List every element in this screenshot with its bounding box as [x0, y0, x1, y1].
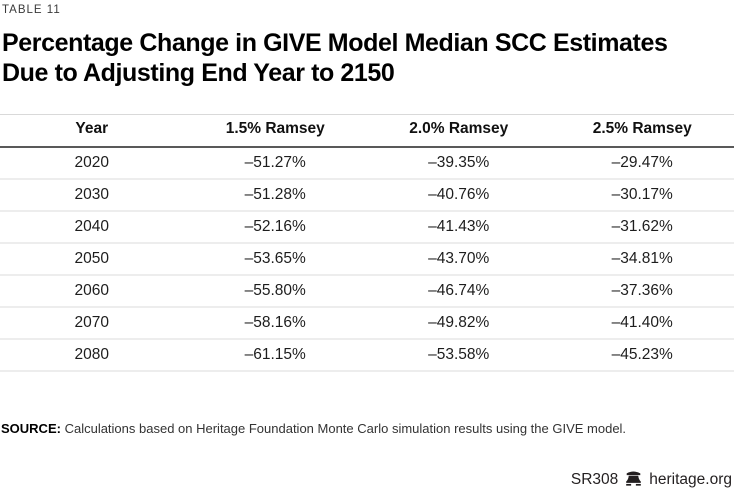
value-cell: –43.70%: [367, 243, 551, 275]
table-figure: TABLE 11 Percentage Change in GIVE Model…: [0, 4, 734, 497]
column-header-1-5-ramsey: 1.5% Ramsey: [184, 115, 368, 148]
column-header-2-0-ramsey: 2.0% Ramsey: [367, 115, 551, 148]
table-row: 2070 –58.16% –49.82% –41.40%: [0, 307, 734, 339]
value-cell: –58.16%: [184, 307, 368, 339]
table-row: 2040 –52.16% –41.43% –31.62%: [0, 211, 734, 243]
value-cell: –40.76%: [367, 179, 551, 211]
report-id: SR308: [571, 471, 618, 489]
table-row: 2050 –53.65% –43.70% –34.81%: [0, 243, 734, 275]
value-cell: –55.80%: [184, 275, 368, 307]
table-title: Percentage Change in GIVE Model Median S…: [2, 28, 734, 88]
year-cell: 2030: [0, 179, 184, 211]
value-cell: –31.62%: [551, 211, 734, 243]
value-cell: –39.35%: [367, 147, 551, 179]
value-cell: –51.28%: [184, 179, 368, 211]
column-header-2-5-ramsey: 2.5% Ramsey: [551, 115, 734, 148]
value-cell: –49.82%: [367, 307, 551, 339]
table-row: 2080 –61.15% –53.58% –45.23%: [0, 339, 734, 371]
value-cell: –29.47%: [551, 147, 734, 179]
year-cell: 2040: [0, 211, 184, 243]
column-header-year: Year: [0, 115, 184, 148]
value-cell: –34.81%: [551, 243, 734, 275]
source-note: SOURCE: Calculations based on Heritage F…: [1, 421, 734, 436]
value-cell: –46.74%: [367, 275, 551, 307]
value-cell: –51.27%: [184, 147, 368, 179]
year-cell: 2060: [0, 275, 184, 307]
value-cell: –53.58%: [367, 339, 551, 371]
table-row: 2060 –55.80% –46.74% –37.36%: [0, 275, 734, 307]
table-number-label: TABLE 11: [2, 4, 734, 16]
table-row: 2020 –51.27% –39.35% –29.47%: [0, 147, 734, 179]
table-row: 2030 –51.28% –40.76% –30.17%: [0, 179, 734, 211]
source-text: Calculations based on Heritage Foundatio…: [65, 421, 626, 436]
value-cell: –37.36%: [551, 275, 734, 307]
value-cell: –52.16%: [184, 211, 368, 243]
value-cell: –53.65%: [184, 243, 368, 275]
source-label: SOURCE:: [1, 421, 61, 436]
site-name: heritage.org: [649, 471, 732, 489]
table-title-line-1: Percentage Change in GIVE Model Median S…: [2, 28, 734, 58]
year-cell: 2050: [0, 243, 184, 275]
report-footer: SR308 heritage.org: [571, 469, 732, 491]
table-header-row: Year 1.5% Ramsey 2.0% Ramsey 2.5% Ramsey: [0, 115, 734, 148]
value-cell: –45.23%: [551, 339, 734, 371]
liberty-bell-icon: [625, 471, 642, 491]
table-title-line-2: Due to Adjusting End Year to 2150: [2, 58, 734, 88]
value-cell: –61.15%: [184, 339, 368, 371]
value-cell: –30.17%: [551, 179, 734, 211]
value-cell: –41.43%: [367, 211, 551, 243]
value-cell: –41.40%: [551, 307, 734, 339]
year-cell: 2080: [0, 339, 184, 371]
year-cell: 2020: [0, 147, 184, 179]
year-cell: 2070: [0, 307, 184, 339]
scc-estimates-table: Year 1.5% Ramsey 2.0% Ramsey 2.5% Ramsey…: [0, 114, 734, 372]
